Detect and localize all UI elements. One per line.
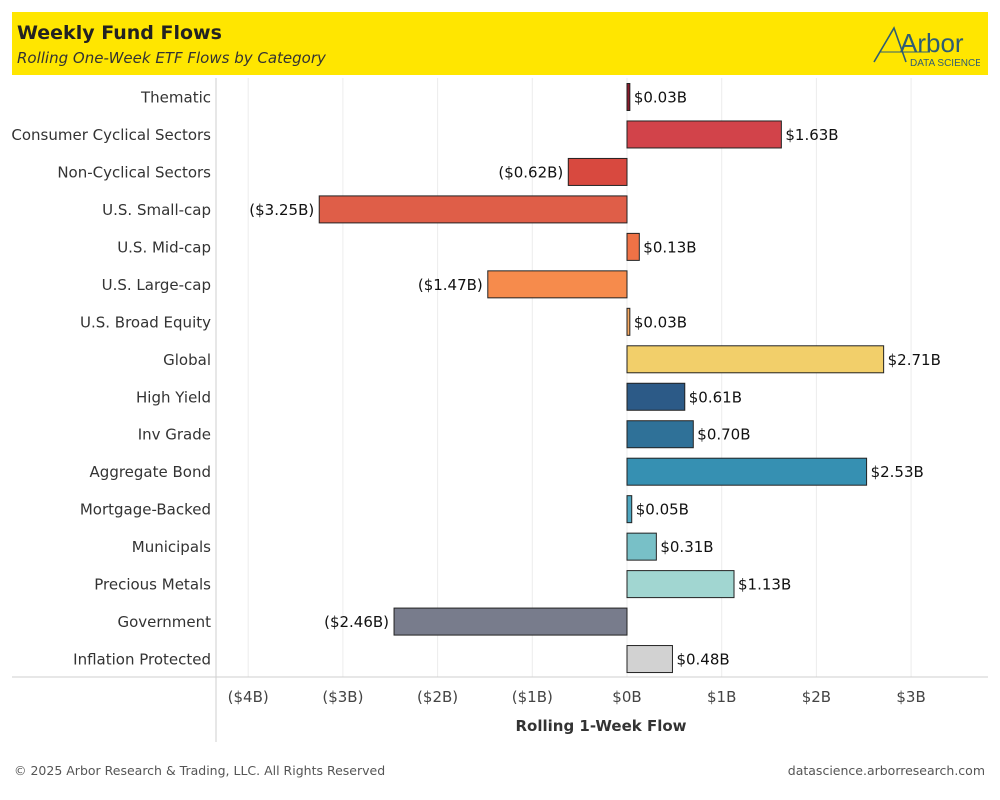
- logo-subtext: DATA SCIENCE: [910, 58, 980, 69]
- category-label: Government: [117, 613, 211, 631]
- bar-mortgage-backed: [626, 495, 633, 524]
- category-label: Global: [163, 351, 211, 369]
- category-label: Inv Grade: [138, 426, 211, 444]
- bar-non-cyclical-sectors: [567, 157, 628, 186]
- data-label: $0.03B: [634, 313, 687, 331]
- category-label: Aggregate Bond: [90, 463, 211, 481]
- bar-global: [626, 345, 885, 374]
- category-label: U.S. Broad Equity: [80, 313, 211, 331]
- data-label: ($2.46B): [324, 613, 389, 631]
- data-label: $0.05B: [636, 501, 689, 519]
- site-url: datascience.arborresearch.com: [787, 763, 985, 778]
- data-label: $0.61B: [689, 388, 742, 406]
- data-label: $0.70B: [697, 426, 750, 444]
- header-banner: Weekly Fund Flows Rolling One-Week ETF F…: [12, 12, 988, 75]
- data-label: $0.13B: [643, 238, 696, 256]
- bar-u-s-small-cap: [318, 195, 628, 224]
- x-tick-label: ($2B): [417, 688, 458, 706]
- logo-wordmark: Arbor: [900, 28, 964, 58]
- x-tick-label: ($3B): [322, 688, 363, 706]
- data-label: $2.71B: [888, 351, 941, 369]
- category-label: Consumer Cyclical Sectors: [11, 126, 211, 144]
- copyright-text: © 2025 Arbor Research & Trading, LLC. Al…: [14, 763, 386, 778]
- category-label: U.S. Mid-cap: [117, 238, 211, 256]
- bar-inv-grade: [626, 420, 694, 449]
- category-label: Inflation Protected: [73, 651, 211, 669]
- bar-thematic: [626, 83, 631, 111]
- data-label: ($1.47B): [418, 276, 483, 294]
- bar-municipals: [626, 532, 657, 561]
- bar-u-s-mid-cap: [626, 232, 640, 261]
- data-label: $0.31B: [660, 538, 713, 556]
- bar-high-yield: [626, 382, 686, 411]
- x-tick-label: $1B: [707, 688, 736, 706]
- arbor-logo: Arbor DATA SCIENCE: [873, 26, 980, 69]
- category-label: Mortgage-Backed: [80, 501, 211, 519]
- data-label: $1.13B: [738, 576, 791, 594]
- category-label: High Yield: [136, 388, 211, 406]
- x-tick-label: ($4B): [228, 688, 269, 706]
- bar-aggregate-bond: [626, 457, 868, 486]
- data-label: $0.03B: [634, 89, 687, 107]
- data-label: ($3.25B): [249, 201, 314, 219]
- category-label: U.S. Small-cap: [102, 201, 211, 219]
- x-tick-label: ($1B): [512, 688, 553, 706]
- data-label: $1.63B: [785, 126, 838, 144]
- bar-u-s-broad-equity: [626, 307, 631, 336]
- category-label: U.S. Large-cap: [102, 276, 211, 294]
- category-label: Precious Metals: [94, 576, 211, 594]
- x-axis-title: Rolling 1-Week Flow: [515, 717, 686, 735]
- bar-u-s-large-cap: [487, 270, 628, 299]
- data-label: $2.53B: [871, 463, 924, 481]
- category-label: Municipals: [132, 538, 211, 556]
- bar-precious-metals: [626, 570, 735, 599]
- data-label: $0.48B: [676, 651, 729, 669]
- bar-consumer-cyclical-sectors: [626, 120, 782, 149]
- category-label: Non-Cyclical Sectors: [57, 163, 211, 181]
- x-tick-label: $3B: [896, 688, 925, 706]
- category-label: Thematic: [140, 89, 211, 107]
- page-subtitle: Rolling One-Week ETF Flows by Category: [17, 49, 326, 67]
- x-tick-label: $0B: [612, 688, 641, 706]
- data-label: ($0.62B): [498, 163, 563, 181]
- x-tick-label: $2B: [802, 688, 831, 706]
- page-title: Weekly Fund Flows: [17, 22, 222, 44]
- bar-government: [393, 607, 628, 636]
- bar-inflation-protected: [626, 645, 673, 674]
